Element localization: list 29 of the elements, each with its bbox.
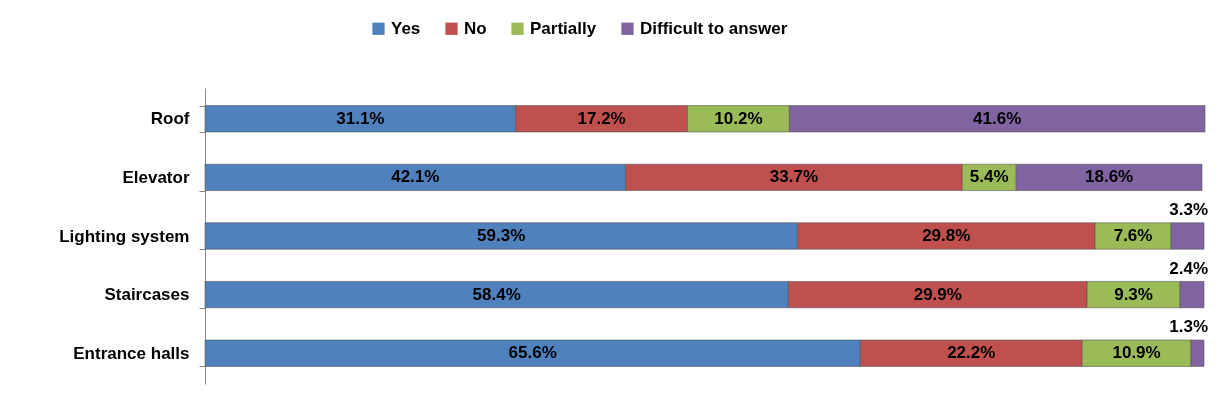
data-label: 41.6% <box>973 108 1022 128</box>
y-tick-label: Entrance halls <box>73 343 190 363</box>
data-label: 9.3% <box>1114 284 1153 304</box>
data-label: 5.4% <box>969 167 1009 187</box>
legend-label: Difficult to answer <box>640 18 788 38</box>
data-label: 7.6% <box>1113 226 1153 245</box>
data-label: 10.9% <box>1112 343 1161 363</box>
data-label: 58.4% <box>472 284 521 304</box>
data-label: 33.7% <box>769 167 819 187</box>
y-tick-label: Elevator <box>122 167 190 187</box>
data-label: 22.2% <box>947 343 996 363</box>
data-label: 17.2% <box>577 108 626 128</box>
data-label: 42.1% <box>391 167 440 187</box>
legend-label: Partially <box>530 18 597 38</box>
y-tick-label: Staircases <box>104 285 190 305</box>
data-label: 31.1% <box>336 108 385 128</box>
data-label: 10.2% <box>714 108 763 128</box>
data-label: 18.6% <box>1084 167 1134 187</box>
data-label: 1.3% <box>1169 317 1208 337</box>
y-tick-label: Lighting system <box>59 226 190 246</box>
data-label: 59.3% <box>477 226 526 245</box>
y-tick-label: Roof <box>150 109 190 129</box>
data-label: 29.9% <box>913 284 962 304</box>
legend-label: No <box>464 18 487 38</box>
data-label: 2.4% <box>1169 258 1208 278</box>
data-label: 29.8% <box>922 226 971 245</box>
legend-label: Yes <box>391 18 421 38</box>
data-label: 3.3% <box>1169 200 1208 219</box>
data-label: 65.6% <box>508 343 557 363</box>
